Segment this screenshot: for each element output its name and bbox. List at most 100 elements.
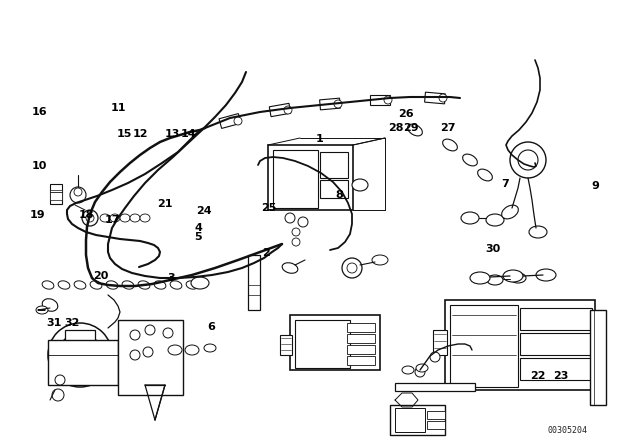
- Ellipse shape: [185, 345, 199, 355]
- Ellipse shape: [282, 263, 298, 273]
- Text: 30: 30: [485, 244, 500, 254]
- Ellipse shape: [470, 272, 490, 284]
- Text: 29: 29: [403, 123, 419, 133]
- Ellipse shape: [48, 323, 112, 387]
- Ellipse shape: [342, 258, 362, 278]
- Text: 00305204: 00305204: [548, 426, 588, 435]
- Ellipse shape: [86, 214, 94, 222]
- Text: 28: 28: [388, 123, 403, 133]
- Text: 1: 1: [316, 134, 324, 144]
- Ellipse shape: [143, 347, 153, 357]
- Text: 32: 32: [64, 318, 79, 327]
- Ellipse shape: [529, 226, 547, 238]
- Text: 14: 14: [181, 129, 196, 139]
- Ellipse shape: [463, 154, 477, 166]
- Ellipse shape: [352, 179, 368, 191]
- Bar: [390, 405, 445, 435]
- Bar: [347, 334, 375, 343]
- Bar: [433, 330, 447, 355]
- Bar: [520, 333, 592, 355]
- Text: 19: 19: [29, 210, 45, 220]
- Text: 13: 13: [165, 129, 180, 139]
- Text: 3: 3: [168, 273, 175, 283]
- Ellipse shape: [487, 275, 503, 285]
- Bar: [427, 421, 445, 429]
- Ellipse shape: [58, 281, 70, 289]
- Ellipse shape: [138, 281, 150, 289]
- Bar: [219, 114, 241, 129]
- Ellipse shape: [74, 281, 86, 289]
- Ellipse shape: [191, 277, 209, 289]
- Ellipse shape: [36, 306, 48, 314]
- Ellipse shape: [204, 344, 216, 352]
- Ellipse shape: [106, 281, 118, 289]
- Ellipse shape: [170, 281, 182, 289]
- Ellipse shape: [42, 281, 54, 289]
- Ellipse shape: [292, 238, 300, 246]
- Ellipse shape: [416, 364, 428, 372]
- Bar: [319, 98, 340, 110]
- Text: 21: 21: [157, 199, 173, 209]
- Ellipse shape: [284, 106, 292, 114]
- Ellipse shape: [55, 375, 65, 385]
- Ellipse shape: [384, 96, 392, 104]
- Ellipse shape: [477, 169, 492, 181]
- Bar: [280, 335, 292, 355]
- Text: 8: 8: [335, 190, 343, 200]
- Ellipse shape: [100, 214, 110, 222]
- Text: 11: 11: [111, 103, 126, 112]
- Bar: [450, 305, 518, 387]
- Bar: [48, 340, 118, 385]
- Ellipse shape: [510, 273, 526, 283]
- Ellipse shape: [130, 350, 140, 360]
- Text: 23: 23: [553, 371, 568, 381]
- Text: 25: 25: [261, 203, 276, 213]
- Text: 12: 12: [133, 129, 148, 139]
- Ellipse shape: [536, 269, 556, 281]
- Bar: [268, 145, 353, 210]
- Ellipse shape: [122, 281, 134, 289]
- Ellipse shape: [443, 139, 458, 151]
- Bar: [269, 103, 291, 116]
- Ellipse shape: [292, 228, 300, 236]
- Text: 10: 10: [32, 161, 47, 171]
- Ellipse shape: [110, 214, 120, 222]
- Ellipse shape: [372, 255, 388, 265]
- Bar: [248, 255, 260, 310]
- Ellipse shape: [186, 281, 198, 289]
- Ellipse shape: [140, 214, 150, 222]
- Bar: [320, 180, 348, 198]
- Bar: [65, 330, 95, 380]
- Text: 16: 16: [32, 107, 47, 117]
- Text: 7: 7: [502, 179, 509, 189]
- Ellipse shape: [70, 187, 86, 203]
- Ellipse shape: [145, 325, 155, 335]
- Ellipse shape: [298, 217, 308, 227]
- Ellipse shape: [42, 299, 58, 311]
- Text: 4: 4: [195, 224, 202, 233]
- Ellipse shape: [58, 333, 102, 377]
- Text: 24: 24: [196, 206, 211, 215]
- Ellipse shape: [82, 210, 98, 226]
- Ellipse shape: [285, 213, 295, 223]
- Text: 22: 22: [530, 371, 545, 381]
- Text: 5: 5: [195, 233, 202, 242]
- Bar: [395, 408, 425, 432]
- Ellipse shape: [163, 328, 173, 338]
- Bar: [347, 356, 375, 365]
- Ellipse shape: [130, 214, 140, 222]
- Bar: [590, 310, 606, 405]
- Text: 6: 6: [207, 322, 215, 332]
- Text: 18: 18: [79, 210, 94, 220]
- Ellipse shape: [90, 281, 102, 289]
- Bar: [520, 358, 592, 380]
- Ellipse shape: [334, 100, 342, 108]
- Bar: [295, 320, 350, 368]
- Ellipse shape: [510, 142, 546, 178]
- Text: 17: 17: [104, 215, 120, 224]
- Ellipse shape: [486, 214, 504, 226]
- Ellipse shape: [130, 330, 140, 340]
- Ellipse shape: [168, 345, 182, 355]
- Text: 20: 20: [93, 271, 109, 280]
- Bar: [445, 300, 595, 390]
